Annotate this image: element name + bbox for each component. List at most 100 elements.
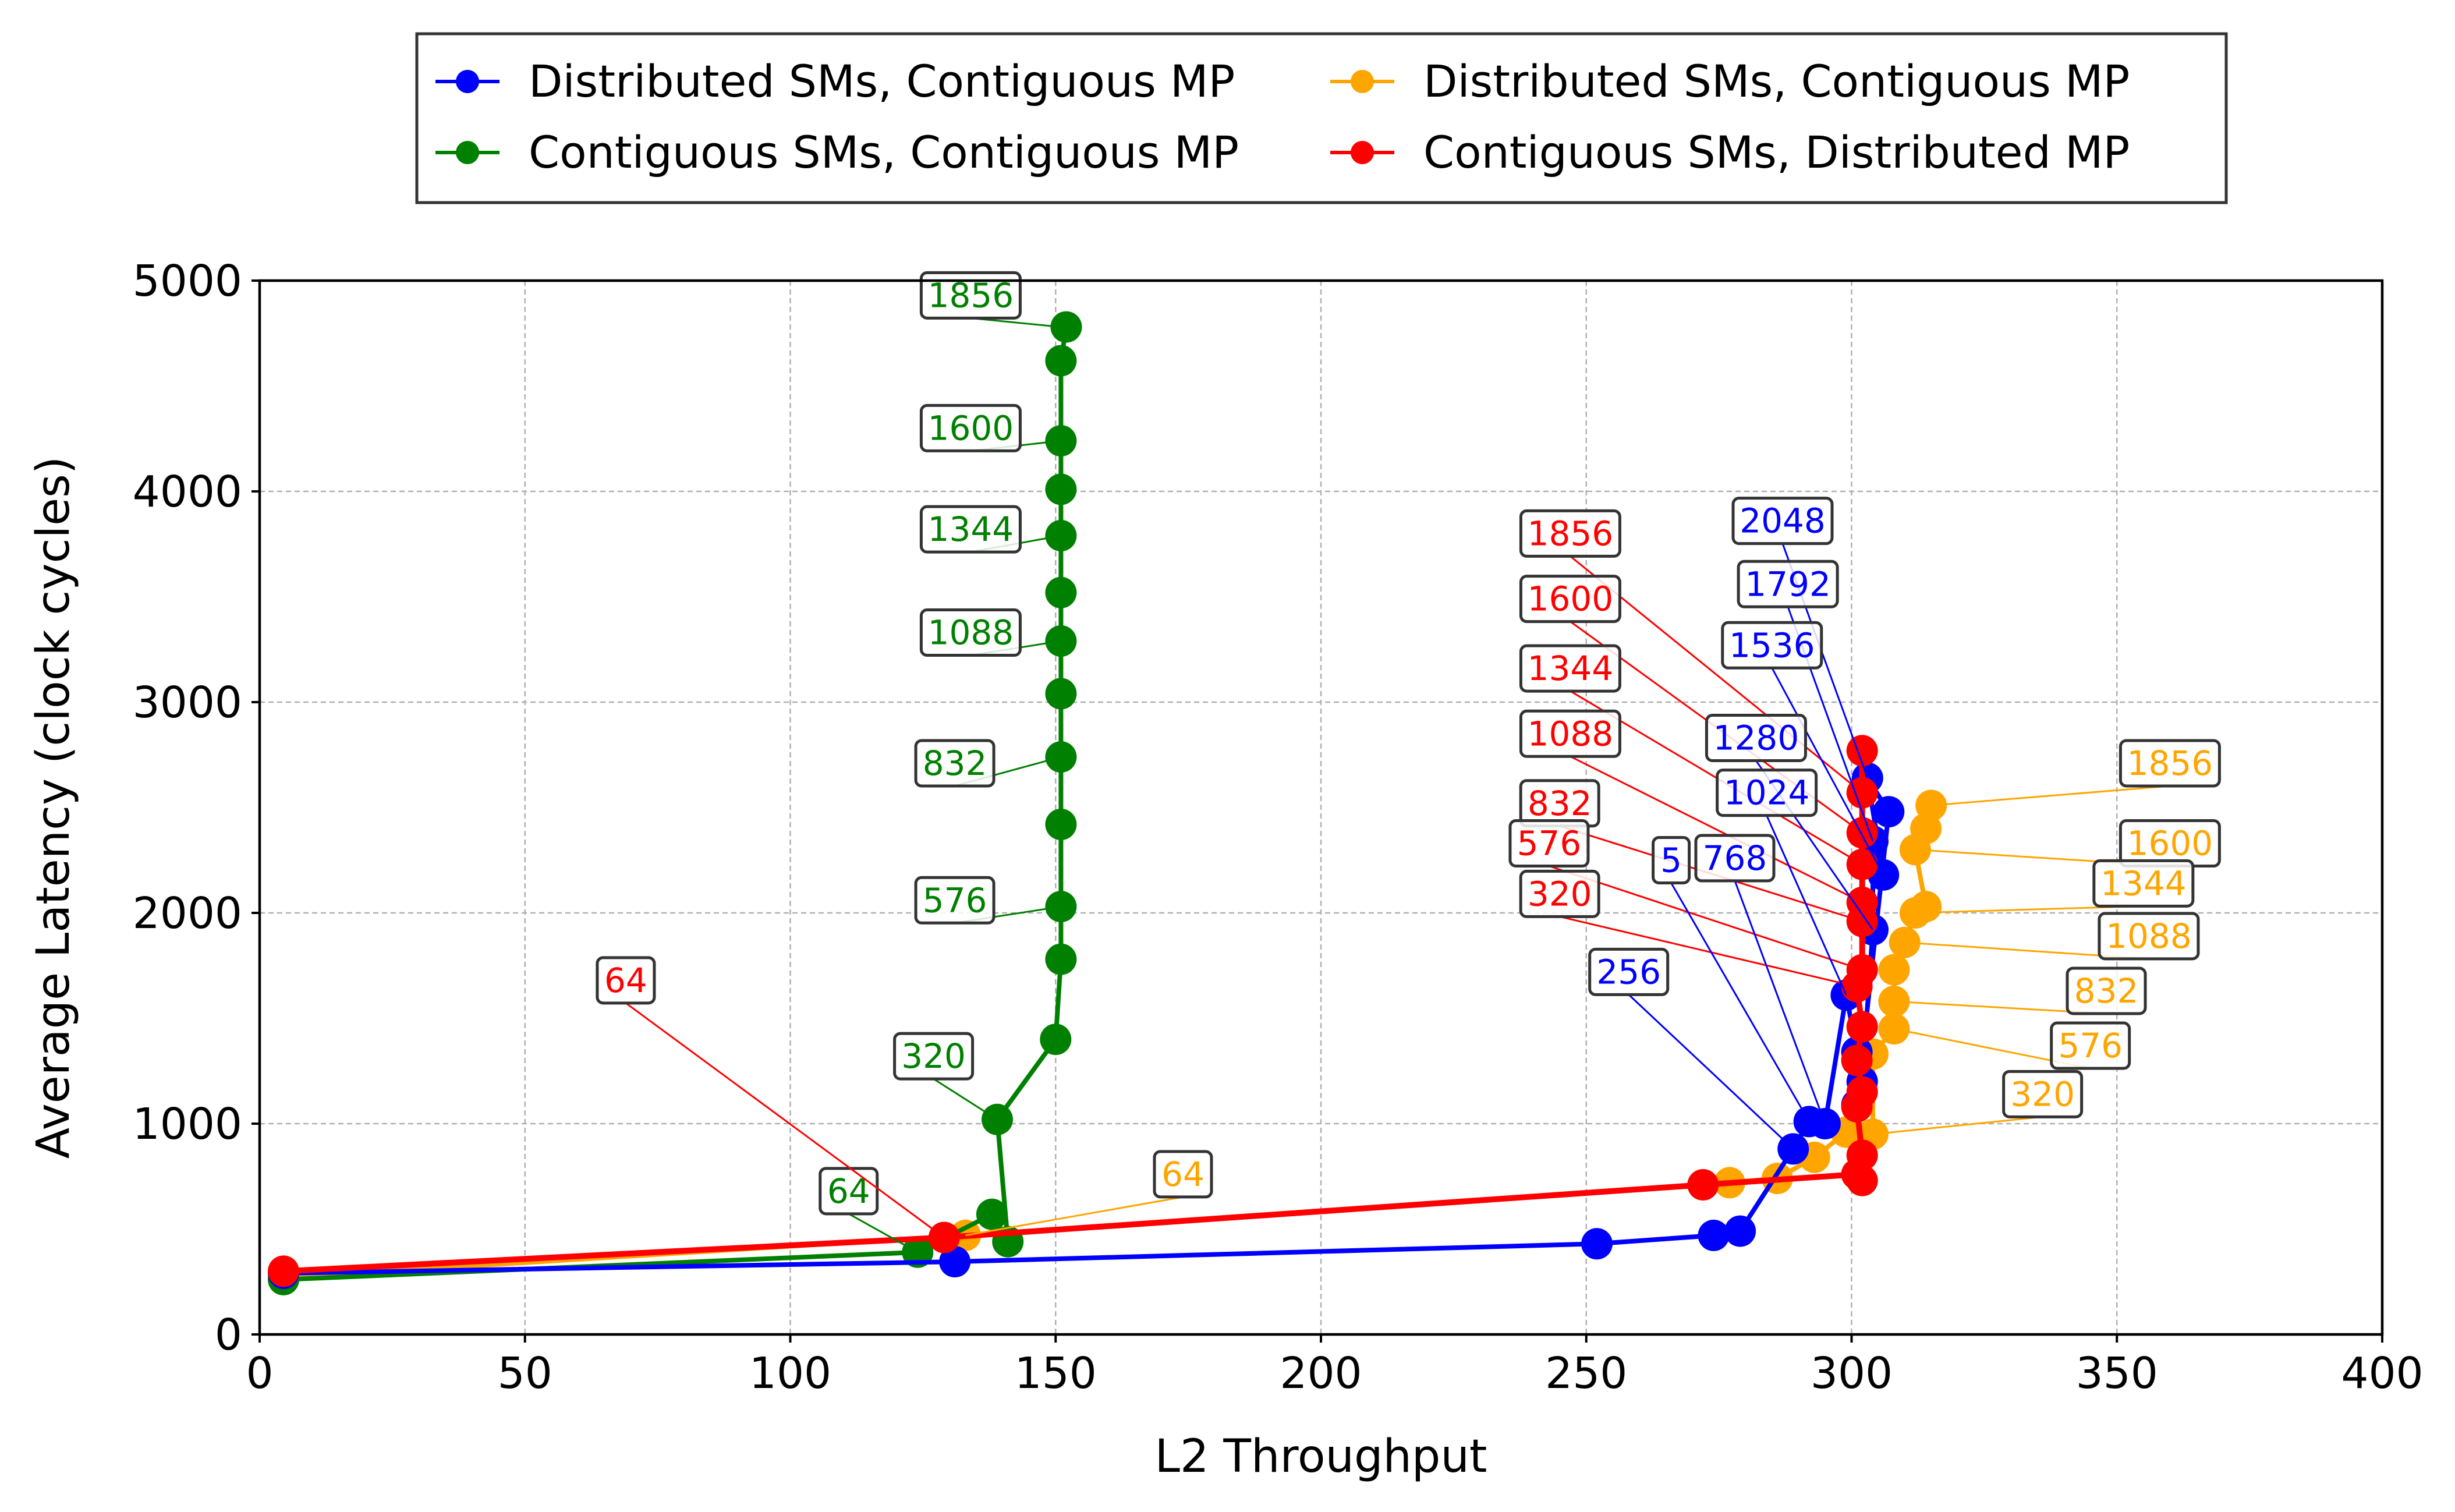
annotation-box	[1588, 947, 1670, 996]
annotation-label: 576	[923, 880, 987, 920]
data-point	[1846, 777, 1878, 809]
y-tick-label: 3000	[133, 678, 242, 728]
annotation-connector	[1559, 915, 1857, 988]
data-point	[1045, 678, 1077, 710]
annotation-label: 1600	[2127, 824, 2213, 863]
y-axis-title: Average Latency (clock cycles)	[27, 456, 80, 1159]
data-point	[1910, 891, 1942, 923]
annotation-box	[1731, 497, 1834, 546]
annotation-label: 320	[1528, 874, 1592, 913]
annotation-box	[914, 876, 996, 925]
annotation: 1536	[1721, 621, 1884, 876]
annotation-connector	[848, 1213, 918, 1253]
annotation: 1024	[1716, 769, 1847, 996]
annotation-box	[2050, 1021, 2131, 1070]
legend-marker	[1351, 141, 1374, 164]
data-point	[1724, 1215, 1756, 1247]
x-tick-label: 150	[1015, 1348, 1097, 1398]
annotation-box	[919, 271, 1022, 320]
data-point	[1846, 1164, 1878, 1196]
annotation-connector	[1628, 994, 1794, 1150]
x-tick-label: 100	[749, 1348, 831, 1398]
annotation: 5	[1652, 836, 1810, 1123]
data-point	[1045, 473, 1077, 505]
annotation-label: 1280	[1713, 718, 1799, 758]
annotation-label: 320	[2010, 1074, 2075, 1114]
annotation-label: 1600	[1528, 579, 1614, 619]
annotation-label: 320	[901, 1036, 966, 1076]
x-tick-label: 0	[246, 1348, 273, 1398]
legend-label: Contiguous SMs, Contiguous MP	[529, 126, 1239, 178]
annotation: 1856	[1931, 739, 2221, 806]
annotation-connector	[965, 1196, 1184, 1237]
annotation: 832	[1894, 966, 2147, 1015]
annotation-box	[1721, 621, 1823, 670]
annotation: 64	[965, 1150, 1213, 1237]
annotation: 1088	[1904, 912, 2200, 961]
annotation-label: 1536	[1729, 625, 1815, 665]
legend-marker	[1351, 70, 1374, 93]
x-tick-label: 400	[2341, 1348, 2423, 1398]
annotation: 320	[1872, 1070, 2084, 1135]
data-point	[1846, 1139, 1878, 1171]
annotation: 1856	[919, 271, 1061, 328]
annotation: 1280	[1705, 714, 1874, 930]
series-2	[268, 311, 1082, 1295]
annotation-box	[2002, 1070, 2084, 1118]
annotation-label: 832	[2074, 971, 2139, 1011]
annotation-label: 5	[1660, 841, 1682, 880]
y-tick-label: 4000	[133, 467, 242, 517]
annotation-connector	[1931, 785, 2170, 806]
grid	[258, 279, 2383, 1336]
annotation-box	[1716, 769, 1818, 817]
data-point	[1687, 1169, 1719, 1201]
legend: Distributed SMs, Contiguous MP Distribut…	[415, 32, 2228, 204]
data-point	[976, 1198, 1008, 1230]
legend-label: Distributed SMs, Contiguous MP	[529, 55, 1235, 107]
annotation-layer: 1856160013441088832576320646464185616001…	[596, 271, 2221, 1253]
annotation-label: 1344	[1528, 649, 1614, 688]
annotation-label: 576	[1517, 824, 1582, 863]
data-point	[1841, 1044, 1873, 1077]
annotation-label: 1344	[928, 509, 1014, 549]
annotation: 320	[893, 1032, 998, 1121]
y-tick-label: 1000	[133, 1099, 242, 1149]
ticks: 0 50 100 150 200 250 300 350 4000100020003000400…	[133, 256, 2424, 1398]
annotation-box	[919, 505, 1022, 554]
annotation-box	[1153, 1150, 1213, 1199]
annotation-label: 1088	[2106, 916, 2192, 956]
data-point	[1846, 1076, 1878, 1108]
series-layer	[268, 311, 1947, 1295]
y-tick-label: 2000	[133, 888, 242, 939]
data-point	[1045, 809, 1077, 840]
annotation-label: 832	[923, 743, 987, 783]
data-point	[982, 1103, 1013, 1135]
x-tick-label: 300	[1811, 1348, 1893, 1398]
annotation-box	[2098, 912, 2200, 961]
data-point	[1878, 954, 1910, 986]
annotation: 1344	[1915, 859, 2195, 914]
data-point	[1698, 1219, 1730, 1251]
legend-entry: Contiguous SMs, Contiguous MP	[435, 126, 1239, 178]
annotation: 256	[1588, 947, 1794, 1150]
annotation-box	[914, 739, 996, 788]
x-tick-label: 350	[2076, 1348, 2158, 1398]
annotation-connector	[1771, 667, 1884, 876]
data-point	[1045, 943, 1077, 975]
legend-label: Distributed SMs, Contiguous MP	[1423, 55, 2130, 107]
annotation-label: 1600	[928, 408, 1014, 448]
annotation: 576	[1508, 819, 1863, 971]
annotation-label: 832	[1528, 784, 1592, 823]
annotation-label: 1088	[1528, 714, 1614, 753]
annotation-box	[2119, 739, 2221, 788]
annotation: 832	[1519, 779, 1863, 922]
annotation-connector	[1670, 882, 1810, 1123]
annotation-connector	[625, 1002, 945, 1238]
data-point	[1045, 425, 1077, 457]
annotation: 64	[596, 956, 945, 1238]
annotation-label: 576	[2058, 1026, 2123, 1065]
annotation-label: 1856	[928, 275, 1014, 315]
annotation-label: 1856	[2127, 743, 2213, 783]
annotation: 1088	[1519, 709, 1863, 904]
y-tick-label: 0	[215, 1310, 242, 1360]
